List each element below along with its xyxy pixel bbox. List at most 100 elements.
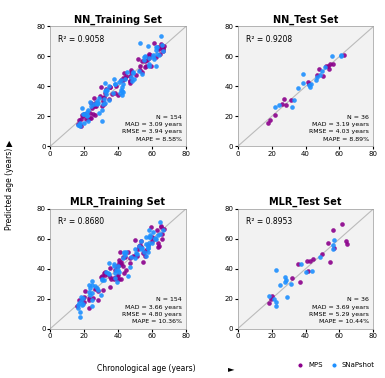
Point bbox=[102, 81, 108, 87]
Point bbox=[279, 101, 285, 107]
Point bbox=[123, 249, 129, 255]
Point bbox=[151, 56, 157, 62]
Point bbox=[147, 51, 154, 57]
Point bbox=[137, 246, 144, 252]
Point bbox=[86, 295, 92, 301]
Point bbox=[127, 263, 133, 270]
Point bbox=[77, 309, 83, 315]
Point bbox=[121, 249, 127, 256]
Point bbox=[84, 109, 90, 115]
Point bbox=[138, 238, 144, 244]
Point bbox=[156, 51, 162, 57]
Point bbox=[127, 255, 133, 261]
Point bbox=[99, 273, 105, 279]
Point bbox=[139, 71, 145, 77]
Point bbox=[158, 43, 164, 50]
Title: NN_Test Set: NN_Test Set bbox=[273, 14, 338, 25]
Point bbox=[139, 58, 145, 64]
Point bbox=[330, 227, 336, 233]
Point bbox=[306, 81, 312, 87]
Text: N = 154
MAD = 3.09 years
RMSE = 3.94 years
MAPE = 8.58%: N = 154 MAD = 3.09 years RMSE = 3.94 yea… bbox=[122, 115, 182, 142]
Point bbox=[268, 296, 274, 302]
Point bbox=[121, 271, 127, 277]
Point bbox=[102, 90, 108, 96]
Point bbox=[92, 283, 98, 289]
Point bbox=[121, 81, 127, 87]
Point bbox=[273, 302, 279, 308]
Point bbox=[142, 253, 148, 259]
Point bbox=[295, 261, 301, 267]
Point bbox=[90, 95, 97, 101]
Point bbox=[120, 75, 126, 81]
Point bbox=[78, 298, 84, 304]
Point bbox=[99, 103, 105, 109]
Point bbox=[84, 112, 90, 118]
Point bbox=[147, 234, 154, 240]
Point bbox=[119, 88, 125, 94]
Point bbox=[142, 53, 148, 59]
Point bbox=[143, 247, 149, 253]
Point bbox=[331, 245, 337, 251]
Point bbox=[114, 92, 121, 98]
Point bbox=[313, 77, 319, 83]
Point bbox=[78, 123, 84, 129]
Point bbox=[159, 236, 166, 242]
Point bbox=[146, 63, 152, 69]
Point bbox=[145, 249, 151, 255]
Point bbox=[115, 263, 121, 269]
Point bbox=[305, 79, 311, 85]
Point bbox=[316, 65, 322, 71]
Point bbox=[322, 64, 328, 70]
Point bbox=[272, 104, 278, 110]
Text: ►: ► bbox=[228, 364, 234, 373]
Point bbox=[283, 277, 289, 283]
Point bbox=[118, 261, 124, 267]
Point bbox=[118, 77, 124, 84]
Point bbox=[154, 44, 161, 50]
Point bbox=[151, 52, 157, 58]
Point bbox=[78, 116, 84, 122]
Point bbox=[79, 112, 85, 118]
Point bbox=[113, 263, 119, 269]
Point bbox=[281, 96, 287, 102]
Point bbox=[80, 295, 86, 301]
Point bbox=[304, 258, 310, 264]
Point bbox=[112, 270, 118, 276]
Point bbox=[133, 252, 139, 258]
Point bbox=[89, 278, 95, 284]
Point bbox=[154, 240, 161, 246]
Point bbox=[152, 47, 159, 53]
Point bbox=[106, 97, 112, 103]
Point bbox=[146, 55, 152, 61]
Point bbox=[320, 73, 326, 79]
Point bbox=[114, 273, 120, 279]
Point bbox=[144, 245, 151, 251]
Point bbox=[103, 269, 109, 275]
Point bbox=[89, 303, 95, 309]
Point bbox=[157, 33, 164, 39]
Point bbox=[307, 258, 313, 264]
Point bbox=[326, 259, 333, 265]
Point bbox=[160, 227, 166, 233]
Point bbox=[159, 42, 165, 48]
Point bbox=[106, 260, 112, 266]
Point bbox=[150, 229, 156, 235]
Point bbox=[140, 250, 146, 256]
Point bbox=[330, 61, 336, 67]
Point bbox=[86, 289, 92, 295]
Point bbox=[266, 300, 272, 306]
Point bbox=[102, 272, 108, 278]
Point bbox=[295, 85, 301, 91]
Point bbox=[141, 249, 147, 255]
Point bbox=[122, 267, 129, 273]
Point bbox=[103, 88, 109, 94]
Point bbox=[89, 102, 95, 108]
Point bbox=[109, 90, 115, 96]
Point bbox=[93, 285, 99, 291]
Point bbox=[116, 270, 122, 276]
Point bbox=[87, 115, 93, 121]
Text: R² = 0.9058: R² = 0.9058 bbox=[58, 35, 104, 44]
Point bbox=[319, 251, 325, 257]
Point bbox=[78, 294, 84, 300]
Point bbox=[133, 250, 139, 256]
